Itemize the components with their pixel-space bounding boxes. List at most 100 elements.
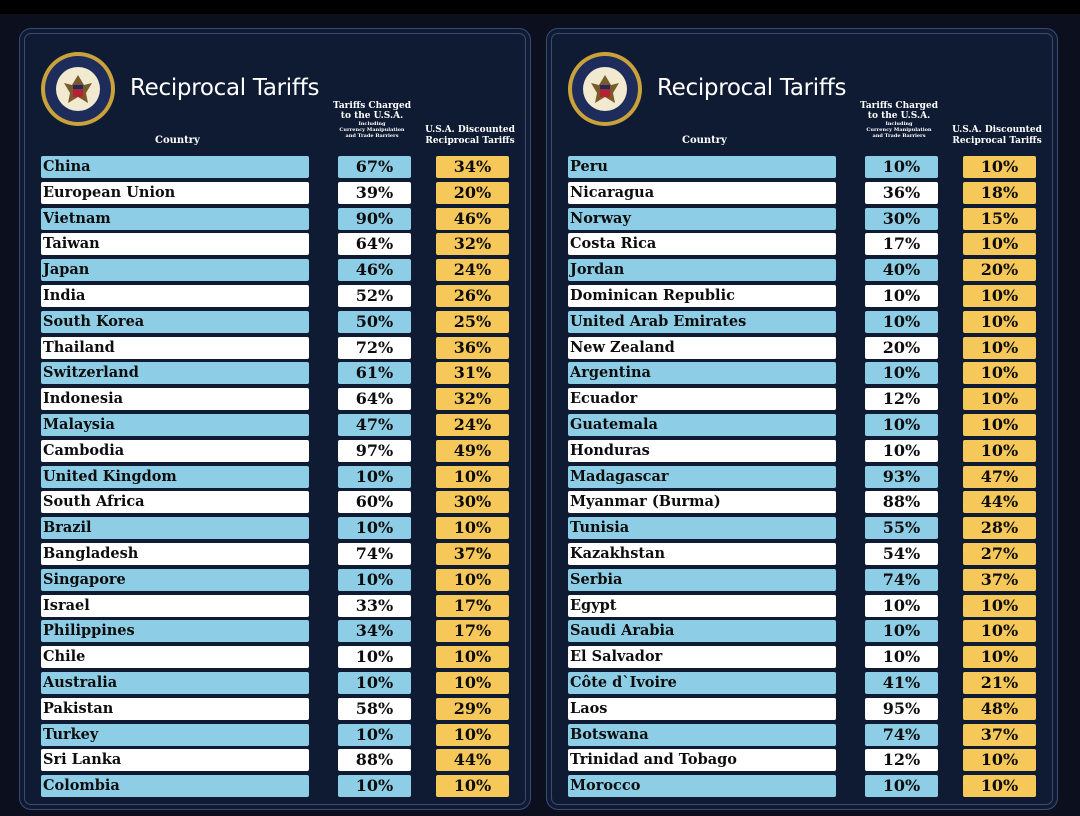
country-cell: Jordan	[568, 259, 836, 282]
country-cell: India	[41, 284, 309, 307]
table-row: China 67% 34%	[41, 155, 511, 181]
tariff-charged-cell: 34%	[338, 620, 411, 643]
tariff-charged-cell: 33%	[338, 594, 411, 617]
discounted-tariff-cell: 10%	[963, 749, 1036, 772]
tariff-charged-cell: 10%	[338, 775, 411, 798]
table-row: Laos 95% 48%	[568, 697, 1038, 723]
country-cell: Bangladesh	[41, 542, 309, 565]
table-row: Switzerland 61% 31%	[41, 361, 511, 387]
top-bar	[0, 0, 1080, 14]
country-cell: Japan	[41, 259, 309, 282]
tariff-charged-cell: 10%	[865, 439, 938, 462]
discounted-tariff-cell: 48%	[963, 697, 1036, 720]
table-row: Madagascar 93% 47%	[568, 465, 1038, 491]
tariff-charged-cell: 93%	[865, 465, 938, 488]
country-cell: Ecuador	[568, 388, 836, 411]
tariff-charged-cell: 10%	[865, 413, 938, 436]
discounted-tariff-cell: 10%	[963, 620, 1036, 643]
discounted-tariff-cell: 29%	[436, 697, 509, 720]
country-cell: Indonesia	[41, 388, 309, 411]
country-cell: Nicaragua	[568, 181, 836, 204]
tariff-charged-cell: 41%	[865, 671, 938, 694]
table-row: Egypt 10% 10%	[568, 594, 1038, 620]
table-row: Australia 10% 10%	[41, 671, 511, 697]
table-row: South Africa 60% 30%	[41, 490, 511, 516]
table-row: Peru 10% 10%	[568, 155, 1038, 181]
country-cell: Switzerland	[41, 362, 309, 385]
country-cell: Colombia	[41, 775, 309, 798]
tariff-charged-cell: 30%	[865, 207, 938, 230]
discounted-tariff-cell: 34%	[436, 156, 509, 178]
table-row: Vietnam 90% 46%	[41, 207, 511, 233]
country-cell: Turkey	[41, 723, 309, 746]
table-row: Trinidad and Tobago 12% 10%	[568, 748, 1038, 774]
discounted-tariff-cell: 10%	[963, 413, 1036, 436]
page-title: Reciprocal Tariffs	[130, 75, 320, 101]
discounted-tariff-cell: 17%	[436, 594, 509, 617]
country-cell: Honduras	[568, 439, 836, 462]
discounted-tariff-cell: 37%	[963, 723, 1036, 746]
country-cell: Brazil	[41, 517, 309, 540]
table-row: New Zealand 20% 10%	[568, 336, 1038, 362]
table-row: Argentina 10% 10%	[568, 361, 1038, 387]
tariff-charged-cell: 50%	[338, 310, 411, 333]
tariff-charged-cell: 54%	[865, 542, 938, 565]
tariff-charged-cell: 20%	[865, 336, 938, 359]
discounted-tariff-cell: 10%	[963, 310, 1036, 333]
header-tariffs-charged: Tariffs Charged to the U.S.A. Including …	[859, 101, 938, 139]
tariff-charged-cell: 60%	[338, 491, 411, 514]
tariff-charged-cell: 88%	[338, 749, 411, 772]
country-cell: New Zealand	[568, 336, 836, 359]
table-row: European Union 39% 20%	[41, 181, 511, 207]
header-country: Country	[682, 135, 727, 146]
country-cell: European Union	[41, 181, 309, 204]
discounted-tariff-cell: 32%	[436, 233, 509, 256]
country-cell: China	[41, 156, 309, 178]
country-cell: Egypt	[568, 594, 836, 617]
table-row: Singapore 10% 10%	[41, 568, 511, 594]
country-cell: Botswana	[568, 723, 836, 746]
table-row: Cambodia 97% 49%	[41, 439, 511, 465]
tariff-charged-cell: 90%	[338, 207, 411, 230]
country-cell: Chile	[41, 646, 309, 669]
table-row: Morocco 10% 10%	[568, 774, 1038, 800]
discounted-tariff-cell: 37%	[436, 542, 509, 565]
table-row: Guatemala 10% 10%	[568, 413, 1038, 439]
country-cell: Costa Rica	[568, 233, 836, 256]
header-tariffs-charged: Tariffs Charged to the U.S.A. Including …	[332, 101, 411, 139]
discounted-tariff-cell: 30%	[436, 491, 509, 514]
table-rows: Peru 10% 10% Nicaragua 36% 18% Norway 30% 15% Cos…	[568, 155, 1038, 800]
tariff-panel-right: Reciprocal Tariffs Tariffs Charged to th…	[546, 28, 1058, 810]
discounted-tariff-cell: 21%	[963, 671, 1036, 694]
table-row: India 52% 26%	[41, 284, 511, 310]
table-row: Turkey 10% 10%	[41, 723, 511, 749]
discounted-tariff-cell: 15%	[963, 207, 1036, 230]
discounted-tariff-cell: 10%	[963, 439, 1036, 462]
tariff-charged-cell: 74%	[865, 568, 938, 591]
discounted-tariff-cell: 10%	[436, 775, 509, 798]
discounted-tariff-cell: 10%	[963, 594, 1036, 617]
discounted-tariff-cell: 17%	[436, 620, 509, 643]
table-row: Jordan 40% 20%	[568, 258, 1038, 284]
table-rows: China 67% 34% European Union 39% 20% Vietnam 90…	[41, 155, 511, 800]
discounted-tariff-cell: 10%	[963, 388, 1036, 411]
table-row: Côte d`Ivoire 41% 21%	[568, 671, 1038, 697]
discounted-tariff-cell: 10%	[963, 156, 1036, 178]
discounted-tariff-cell: 49%	[436, 439, 509, 462]
tariff-charged-cell: 74%	[865, 723, 938, 746]
discounted-tariff-cell: 26%	[436, 284, 509, 307]
table-row: Pakistan 58% 29%	[41, 697, 511, 723]
tariff-charged-cell: 64%	[338, 388, 411, 411]
tariff-charged-cell: 10%	[865, 362, 938, 385]
tariff-panel-left: Reciprocal Tariffs Tariffs Charged to th…	[19, 28, 531, 810]
discounted-tariff-cell: 31%	[436, 362, 509, 385]
country-cell: Dominican Republic	[568, 284, 836, 307]
country-cell: Cambodia	[41, 439, 309, 462]
table-row: Israel 33% 17%	[41, 594, 511, 620]
discounted-tariff-cell: 10%	[963, 362, 1036, 385]
table-row: Sri Lanka 88% 44%	[41, 748, 511, 774]
discounted-tariff-cell: 10%	[436, 568, 509, 591]
country-cell: Malaysia	[41, 413, 309, 436]
table-row: Bangladesh 74% 37%	[41, 542, 511, 568]
tariff-charged-cell: 95%	[865, 697, 938, 720]
